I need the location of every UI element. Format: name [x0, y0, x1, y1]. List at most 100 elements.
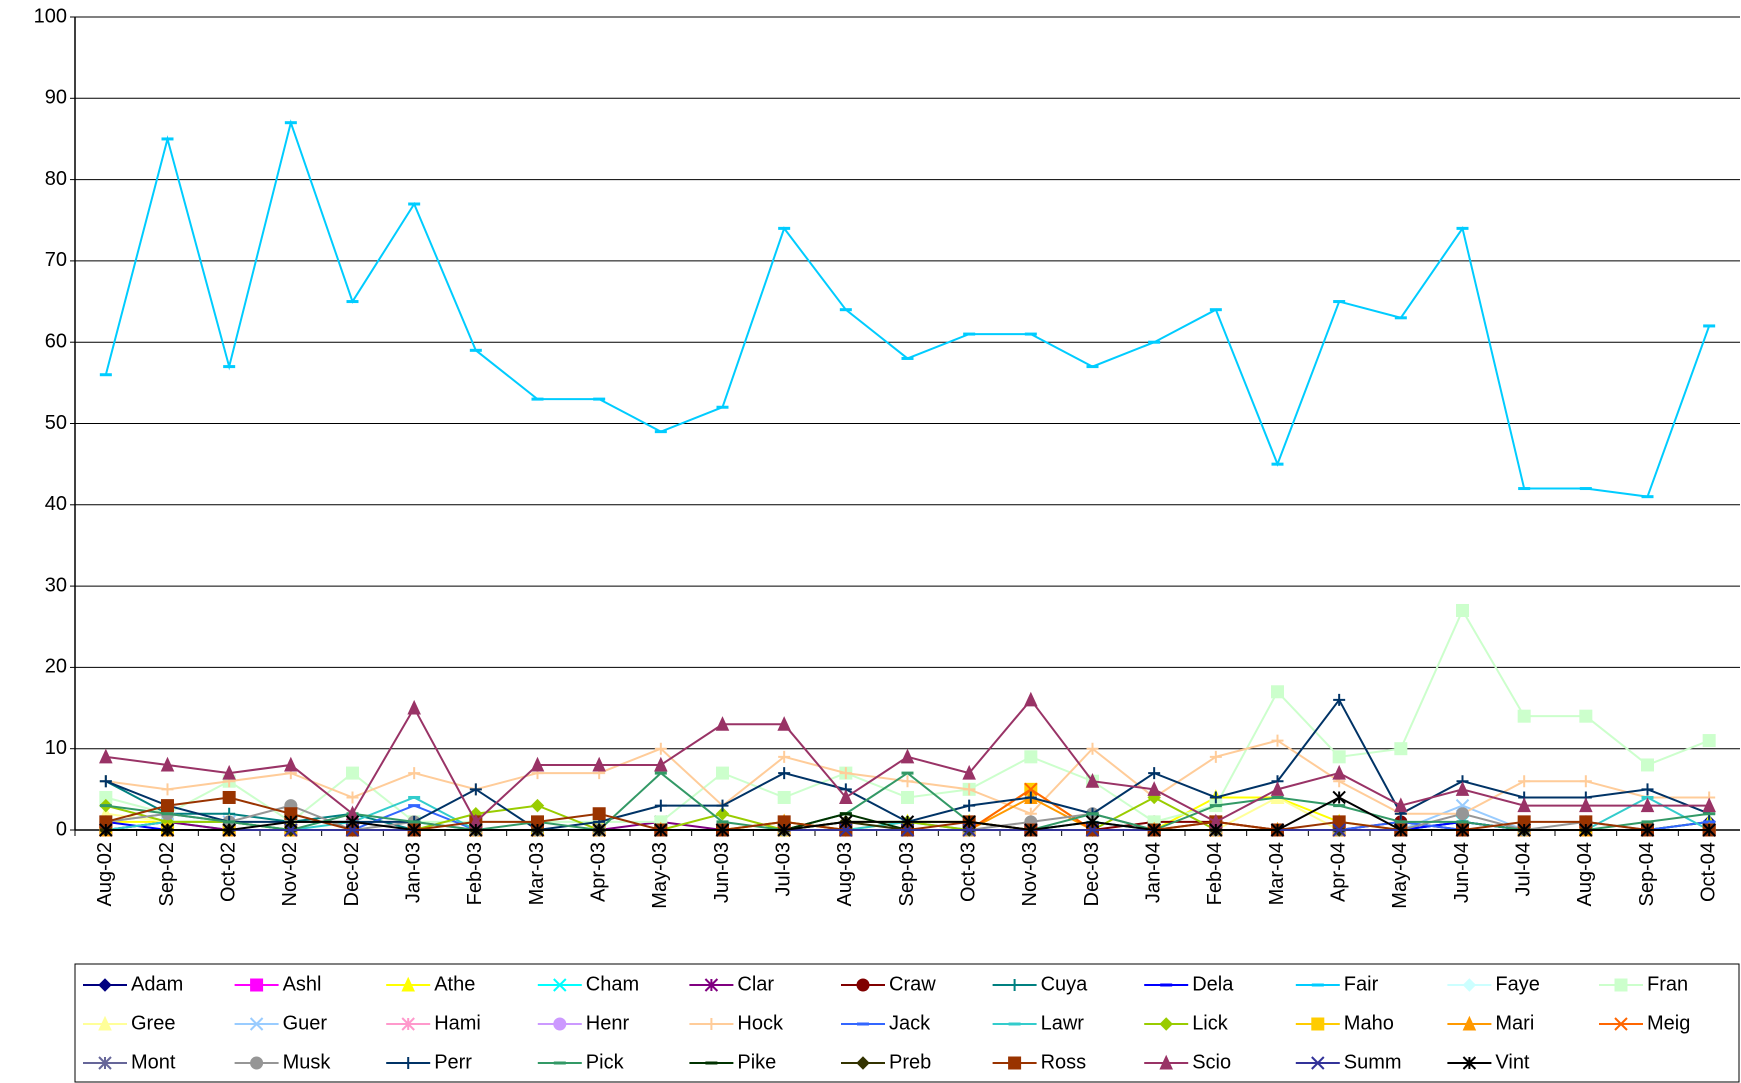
x-tick-label: Oct-04 [1697, 842, 1719, 902]
legend-label: Summ [1344, 1051, 1402, 1073]
marker [856, 978, 870, 992]
marker [161, 783, 174, 796]
y-tick-label: 10 [45, 737, 67, 759]
marker [1456, 807, 1469, 821]
legend-label: Cham [586, 973, 639, 995]
x-tick-label: Apr-04 [1327, 842, 1349, 902]
marker [1579, 775, 1592, 788]
legend-label: Guer [283, 1012, 328, 1034]
marker [469, 823, 483, 837]
marker [1270, 823, 1285, 837]
legend-label: Lawr [1041, 1012, 1085, 1034]
legend-label: Hock [737, 1012, 784, 1034]
legend-label: Vint [1495, 1051, 1530, 1073]
x-tick-label: Jun-03 [711, 842, 733, 903]
legend-label: Scio [1192, 1051, 1231, 1073]
x-tick-label: Aug-03 [834, 842, 856, 907]
marker [705, 1018, 718, 1030]
x-tick-label: May-03 [649, 842, 671, 909]
marker [222, 790, 236, 804]
marker [1209, 791, 1222, 804]
x-tick-label: Apr-03 [587, 842, 609, 902]
marker [1517, 823, 1531, 837]
marker [1641, 783, 1654, 796]
marker [1209, 750, 1222, 763]
marker [777, 790, 791, 804]
y-tick-label: 0 [56, 818, 67, 840]
marker [777, 823, 791, 837]
marker [704, 978, 719, 992]
marker [1462, 1056, 1477, 1070]
marker [900, 748, 915, 764]
marker [1024, 750, 1038, 764]
marker [1024, 791, 1037, 804]
marker [1394, 742, 1408, 756]
marker [1640, 823, 1655, 837]
marker [1455, 781, 1470, 796]
marker [1702, 734, 1716, 748]
x-tick-label: Aug-04 [1574, 842, 1596, 907]
x-tick-label: Feb-03 [464, 842, 486, 905]
x-tick-label: Nov-02 [279, 842, 301, 906]
marker [401, 1017, 415, 1031]
marker [161, 799, 174, 813]
marker [1332, 764, 1346, 780]
x-tick-label: Aug-02 [94, 842, 116, 907]
legend-label: Ross [1041, 1051, 1087, 1073]
legend-label: Faye [1495, 973, 1539, 995]
legend-label: Athe [434, 973, 475, 995]
legend-label: Craw [889, 973, 936, 995]
marker [901, 775, 914, 788]
marker [1332, 823, 1346, 837]
legend-label: Mari [1495, 1012, 1534, 1034]
marker [1579, 709, 1593, 723]
legend-label: Lick [1192, 1012, 1229, 1034]
legend: Adam Ashl Athe Cham Clar Craw Cuya Dela Fair Faye… [83, 973, 1690, 1073]
marker [346, 766, 359, 780]
marker [407, 823, 421, 837]
marker [160, 756, 175, 772]
marker [1271, 734, 1284, 747]
marker [592, 823, 606, 837]
marker [839, 815, 853, 829]
marker [99, 823, 113, 837]
marker [1579, 797, 1593, 813]
marker [1394, 797, 1408, 813]
marker [284, 756, 298, 772]
legend-label: Pick [586, 1051, 625, 1073]
x-tick-label: Sep-03 [896, 842, 918, 907]
legend-label: Musk [283, 1051, 332, 1073]
y-tick-label: 30 [45, 574, 67, 596]
x-tick-label: Oct-02 [217, 842, 239, 902]
legend-label: Mont [131, 1051, 176, 1073]
marker [1614, 978, 1628, 992]
marker [900, 815, 915, 829]
marker [1159, 1017, 1173, 1031]
marker [1008, 1056, 1022, 1070]
marker [402, 1057, 415, 1069]
marker [530, 823, 545, 837]
x-tick-label: Jan-03 [402, 842, 424, 903]
marker [250, 1056, 264, 1070]
y-tick-label: 100 [34, 5, 67, 27]
marker [553, 978, 567, 992]
marker [1008, 979, 1021, 991]
marker [530, 798, 545, 813]
marker [592, 756, 606, 772]
legend-label: Adam [131, 973, 183, 995]
marker [1641, 758, 1654, 772]
marker [1517, 709, 1531, 723]
marker [901, 790, 914, 804]
marker [716, 766, 729, 780]
marker [592, 807, 606, 821]
legend-label: Perr [434, 1051, 472, 1073]
marker [839, 789, 853, 804]
marker [1147, 781, 1161, 796]
marker [1462, 978, 1477, 992]
marker [98, 1015, 112, 1031]
y-tick-label: 60 [45, 330, 67, 352]
marker [407, 699, 421, 715]
marker [553, 1017, 567, 1031]
x-tick-label: Mar-03 [526, 842, 548, 905]
marker [1394, 823, 1408, 837]
